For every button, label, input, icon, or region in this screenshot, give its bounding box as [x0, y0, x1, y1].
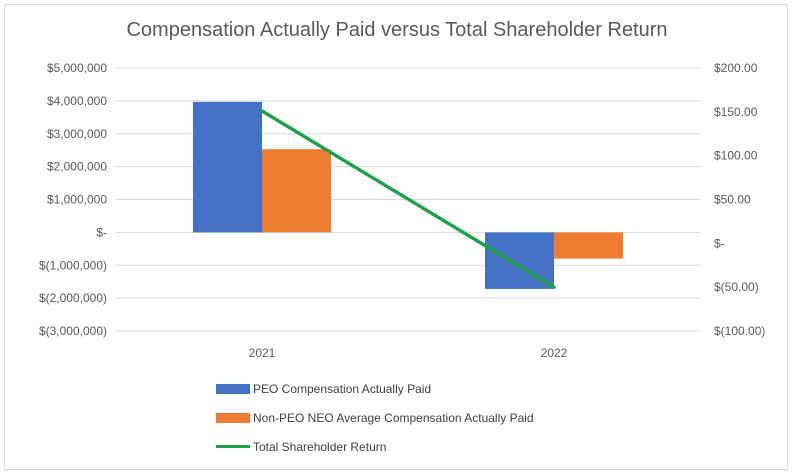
- left-tick-label: $2,000,000: [47, 160, 107, 174]
- left-tick-label: $5,000,000: [47, 61, 107, 75]
- x-tick-label: 2021: [249, 346, 276, 360]
- line-tsr: [260, 109, 556, 289]
- legend-swatch-tsr: [216, 445, 250, 448]
- legend-swatch-peo: [216, 383, 250, 394]
- legend-label-peo: PEO Compensation Actually Paid: [253, 381, 432, 396]
- bars: [193, 101, 623, 289]
- x-axis-ticks: 2021 2022: [249, 346, 568, 360]
- left-tick-label: $-: [96, 225, 107, 239]
- chart-frame: [4, 4, 788, 470]
- right-tick-label: $100.00: [714, 149, 758, 163]
- legend-label-tsr: Total Shareholder Return: [253, 439, 387, 454]
- left-axis-ticks: $5,000,000 $4,000,000 $3,000,000 $2,000,000…: [39, 61, 107, 338]
- legend-swatch-non-peo: [216, 412, 250, 423]
- right-axis-ticks: $200.00 $150.00 $100.00 $50.00 $- $(50.00) $(1…: [714, 61, 765, 338]
- legend-item-non-peo: Non-PEO NEO Average Compensation Actuall…: [216, 403, 534, 432]
- left-tick-label: $(3,000,000): [39, 324, 107, 338]
- lines: [260, 109, 556, 289]
- bar-non-peo-2022: [554, 232, 623, 259]
- chart-title: Compensation Actually Paid versus Total …: [126, 19, 668, 41]
- right-tick-label: $(50.00): [714, 280, 759, 294]
- bar-non-peo-2021: [262, 149, 331, 233]
- right-tick-label: $-: [714, 236, 725, 250]
- legend-item-tsr: Total Shareholder Return: [216, 432, 534, 461]
- bar-peo-2021: [193, 101, 262, 233]
- left-tick-label: $1,000,000: [47, 193, 107, 207]
- right-tick-label: $150.00: [714, 105, 758, 119]
- legend-label-non-peo: Non-PEO NEO Average Compensation Actuall…: [253, 410, 534, 425]
- legend: PEO Compensation Actually Paid Non-PEO N…: [216, 374, 534, 461]
- right-tick-label: $(100.00): [714, 324, 765, 338]
- left-tick-label: $4,000,000: [47, 94, 107, 108]
- right-tick-label: $50.00: [714, 193, 751, 207]
- x-tick-label: 2022: [541, 346, 568, 360]
- left-tick-label: $3,000,000: [47, 127, 107, 141]
- left-tick-label: $(1,000,000): [39, 258, 107, 272]
- right-tick-label: $200.00: [714, 61, 758, 75]
- left-tick-label: $(2,000,000): [39, 291, 107, 305]
- legend-item-peo: PEO Compensation Actually Paid: [216, 374, 534, 403]
